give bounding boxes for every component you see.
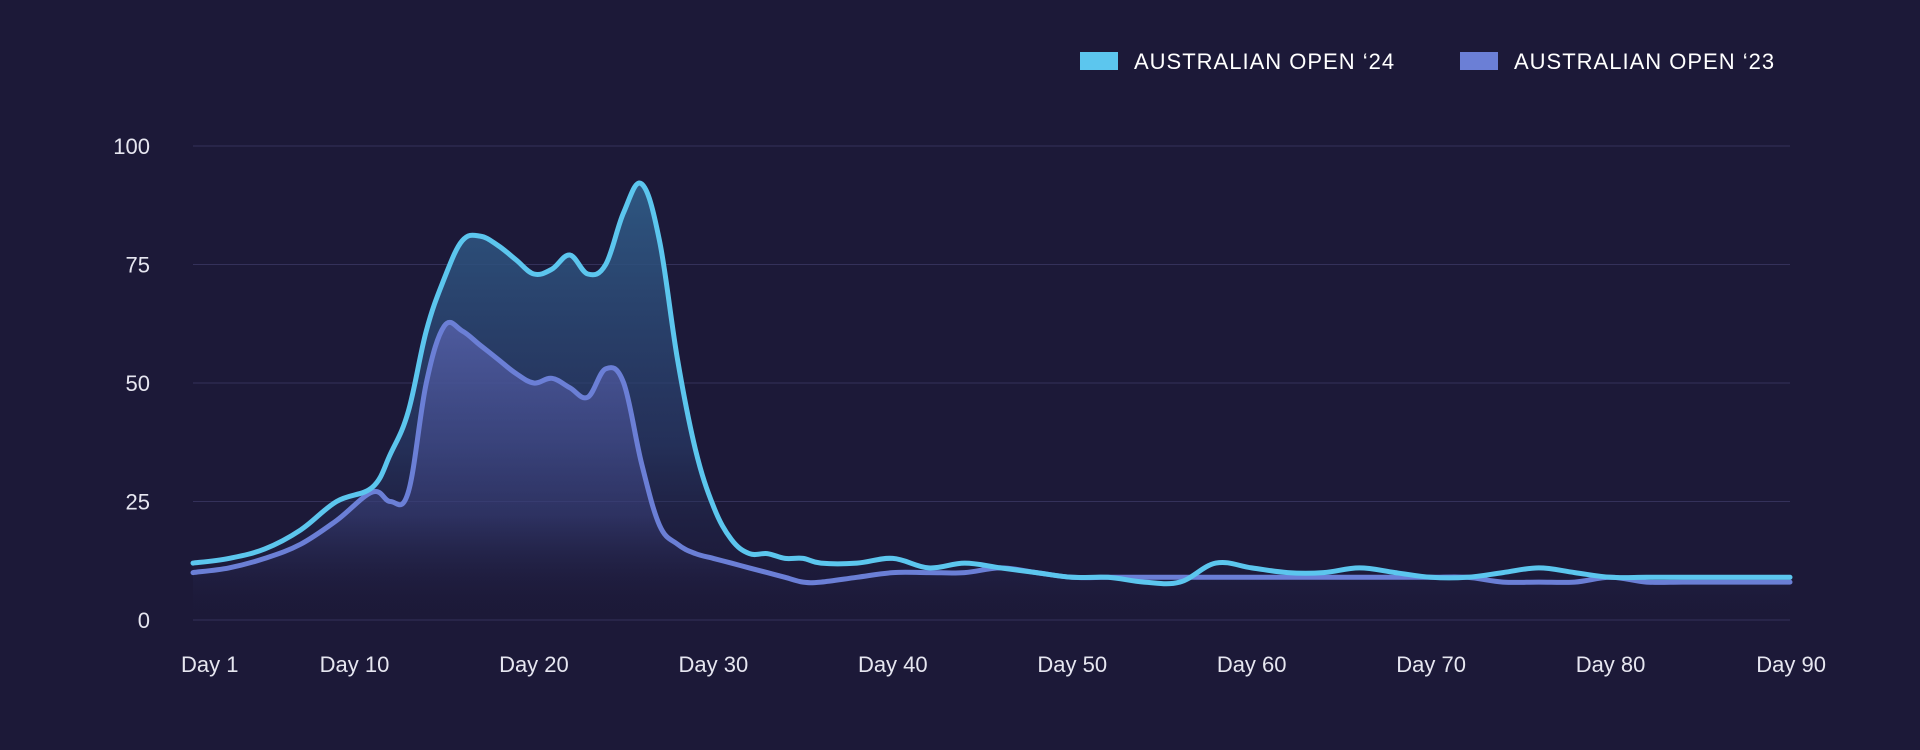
- x-tick-label-1: Day 1: [181, 652, 238, 677]
- y-axis-ticks: 0 25 50 75 100: [113, 134, 150, 633]
- series-area-2023: [193, 322, 1790, 620]
- x-tick-label-40: Day 40: [858, 652, 928, 677]
- y-tick-label-25: 25: [126, 490, 150, 515]
- legend: AUSTRALIAN OPEN ‘24 AUSTRALIAN OPEN ‘23: [1080, 49, 1775, 74]
- series-line-2024: [190, 180, 1793, 587]
- legend-swatch-2024: [1080, 52, 1118, 70]
- legend-swatch-2023: [1460, 52, 1498, 70]
- y-tick-label-50: 50: [126, 371, 150, 396]
- y-tick-label-100: 100: [113, 134, 150, 159]
- x-tick-label-50: Day 50: [1037, 652, 1107, 677]
- y-tick-label-0: 0: [138, 608, 150, 633]
- legend-label-2024: AUSTRALIAN OPEN ‘24: [1134, 49, 1395, 74]
- x-tick-label-60: Day 60: [1217, 652, 1287, 677]
- x-tick-label-30: Day 30: [679, 652, 749, 677]
- legend-item-2023[interactable]: AUSTRALIAN OPEN ‘23: [1460, 49, 1775, 74]
- x-tick-label-90: Day 90: [1756, 652, 1826, 677]
- y-tick-label-75: 75: [126, 253, 150, 278]
- legend-item-2024[interactable]: AUSTRALIAN OPEN ‘24: [1080, 49, 1395, 74]
- series-areas: [193, 183, 1790, 620]
- x-tick-label-70: Day 70: [1396, 652, 1466, 677]
- x-tick-label-20: Day 20: [499, 652, 569, 677]
- series-lines: [190, 180, 1793, 587]
- x-tick-label-80: Day 80: [1576, 652, 1646, 677]
- x-tick-label-10: Day 10: [320, 652, 390, 677]
- legend-label-2023: AUSTRALIAN OPEN ‘23: [1514, 49, 1775, 74]
- x-axis-ticks: Day 1 Day 10 Day 20 Day 30 Day 40 Day 50 Day 6…: [181, 652, 1826, 677]
